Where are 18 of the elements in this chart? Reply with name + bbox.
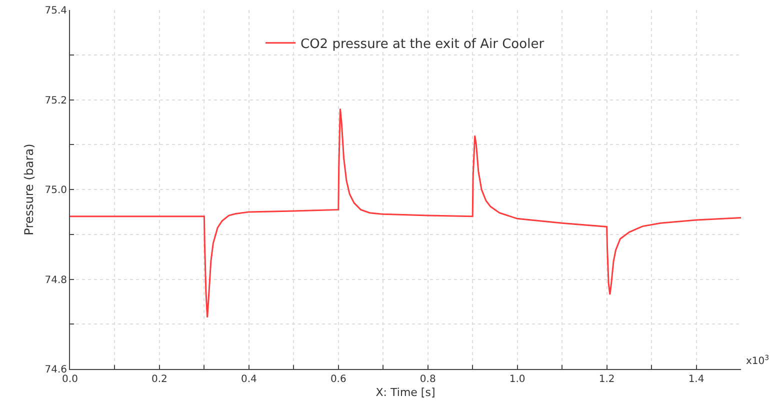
x-axis-title: X: Time [s] (376, 386, 436, 400)
y-tick-label: 75.2 (44, 95, 67, 106)
y-tick-label: 75.0 (44, 185, 67, 196)
x-tick-label: 0.2 (152, 374, 168, 385)
x-tick-label: 1.4 (688, 374, 704, 385)
x-tick-label: 1.0 (509, 374, 526, 385)
y-tick-label: 74.8 (44, 274, 67, 286)
text: x10$^{3}$ (746, 354, 770, 368)
y-tick-label: 74.6 (44, 364, 67, 376)
line-series (70, 108, 741, 318)
legend-label: CO2 pressure at the exit of Air Cooler (300, 36, 545, 52)
y-tick-label: 75.4 (44, 6, 67, 16)
x-tick-label: 0.6 (330, 374, 346, 385)
x-tick-label: 0.0 (62, 374, 78, 385)
y-axis-title: Pressure (bara) (22, 144, 36, 236)
x-tick-label: 0.4 (240, 374, 257, 385)
x-tick-label: 1.2 (598, 374, 615, 385)
x-tick-label: 0.8 (420, 374, 436, 385)
